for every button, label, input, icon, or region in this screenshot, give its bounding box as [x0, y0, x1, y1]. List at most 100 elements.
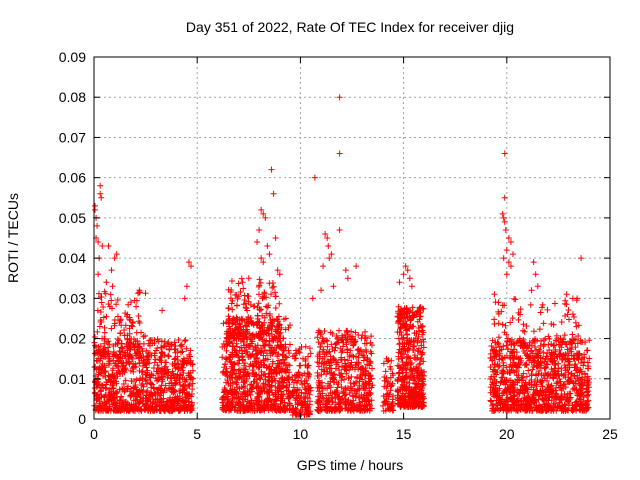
- data-point: [96, 398, 103, 405]
- data-point: [123, 405, 130, 412]
- data-point: [539, 404, 546, 411]
- data-point: [136, 319, 143, 326]
- data-point: [238, 393, 245, 400]
- data-point: [395, 335, 402, 342]
- data-point: [147, 391, 154, 398]
- data-point: [586, 337, 593, 344]
- data-point: [344, 329, 351, 336]
- data-point: [419, 323, 426, 330]
- data-point: [238, 384, 245, 391]
- data-point: [519, 343, 526, 350]
- data-point: [221, 385, 228, 392]
- data-point: [180, 370, 187, 377]
- data-point: [243, 305, 250, 312]
- data-point: [166, 346, 173, 353]
- data-point: [226, 373, 233, 380]
- data-point: [585, 404, 592, 411]
- data-point: [344, 357, 351, 364]
- data-point: [266, 251, 273, 258]
- data-point: [399, 367, 406, 374]
- data-point: [569, 295, 576, 302]
- data-point: [274, 267, 281, 274]
- data-point: [579, 339, 586, 346]
- data-point: [569, 311, 576, 318]
- data-point: [396, 279, 403, 286]
- data-point: [182, 394, 189, 401]
- data-point: [108, 297, 115, 304]
- data-point: [545, 333, 552, 340]
- data-point: [251, 405, 258, 412]
- data-point: [406, 325, 413, 332]
- data-point: [542, 388, 549, 395]
- data-point: [574, 350, 581, 357]
- data-point: [383, 385, 390, 392]
- data-point: [518, 401, 525, 408]
- axis-ticks: [93, 56, 611, 420]
- data-point: [399, 355, 406, 362]
- data-point: [409, 370, 416, 377]
- data-point: [490, 353, 497, 360]
- data-point: [175, 337, 182, 343]
- data-point: [366, 372, 373, 379]
- data-point: [178, 341, 185, 348]
- data-point: [341, 356, 348, 363]
- data-point: [552, 361, 559, 368]
- data-point: [420, 381, 427, 388]
- data-point: [140, 333, 147, 340]
- data-point: [303, 404, 310, 411]
- data-point: [142, 395, 149, 402]
- data-point: [122, 322, 129, 329]
- data-point: [136, 340, 143, 347]
- data-point: [186, 383, 193, 390]
- data-point: [253, 351, 260, 358]
- data-point: [548, 366, 555, 373]
- data-point: [123, 359, 130, 366]
- data-point: [356, 375, 363, 382]
- data-point: [291, 388, 298, 395]
- data-point: [274, 342, 281, 349]
- data-point: [352, 388, 359, 395]
- data-point: [380, 360, 387, 367]
- data-point: [239, 347, 246, 354]
- data-point: [145, 350, 152, 356]
- data-point: [558, 397, 565, 404]
- data-point: [404, 335, 411, 342]
- data-point: [130, 360, 137, 367]
- data-point: [340, 339, 347, 346]
- data-point: [285, 374, 292, 381]
- data-point: [553, 332, 560, 339]
- data-point: [265, 399, 272, 406]
- data-point: [533, 407, 540, 414]
- data-point: [282, 341, 289, 348]
- data-point: [511, 295, 518, 302]
- data-point: [354, 375, 361, 382]
- data-point: [394, 362, 401, 369]
- data-point: [138, 407, 145, 414]
- data-point: [387, 383, 394, 390]
- data-point: [363, 348, 370, 355]
- data-point: [495, 299, 502, 306]
- data-point: [407, 307, 414, 314]
- data-point: [336, 226, 343, 233]
- data-point: [518, 382, 525, 389]
- data-point: [411, 386, 418, 393]
- data-point: [408, 283, 415, 290]
- data-point: [279, 351, 286, 358]
- data-point: [498, 378, 505, 385]
- data-point: [396, 340, 403, 347]
- data-point: [165, 352, 172, 359]
- data-point: [233, 340, 240, 347]
- data-point: [418, 403, 425, 410]
- data-point: [526, 342, 533, 349]
- data-point: [488, 381, 495, 388]
- data-point: [564, 378, 571, 385]
- data-point: [161, 338, 168, 345]
- data-point: [258, 368, 265, 375]
- data-point: [387, 363, 394, 370]
- data-point: [579, 389, 586, 396]
- data-point: [141, 406, 148, 413]
- data-point: [243, 333, 250, 340]
- data-point: [332, 399, 339, 406]
- data-point: [390, 393, 397, 400]
- data-point: [335, 380, 342, 387]
